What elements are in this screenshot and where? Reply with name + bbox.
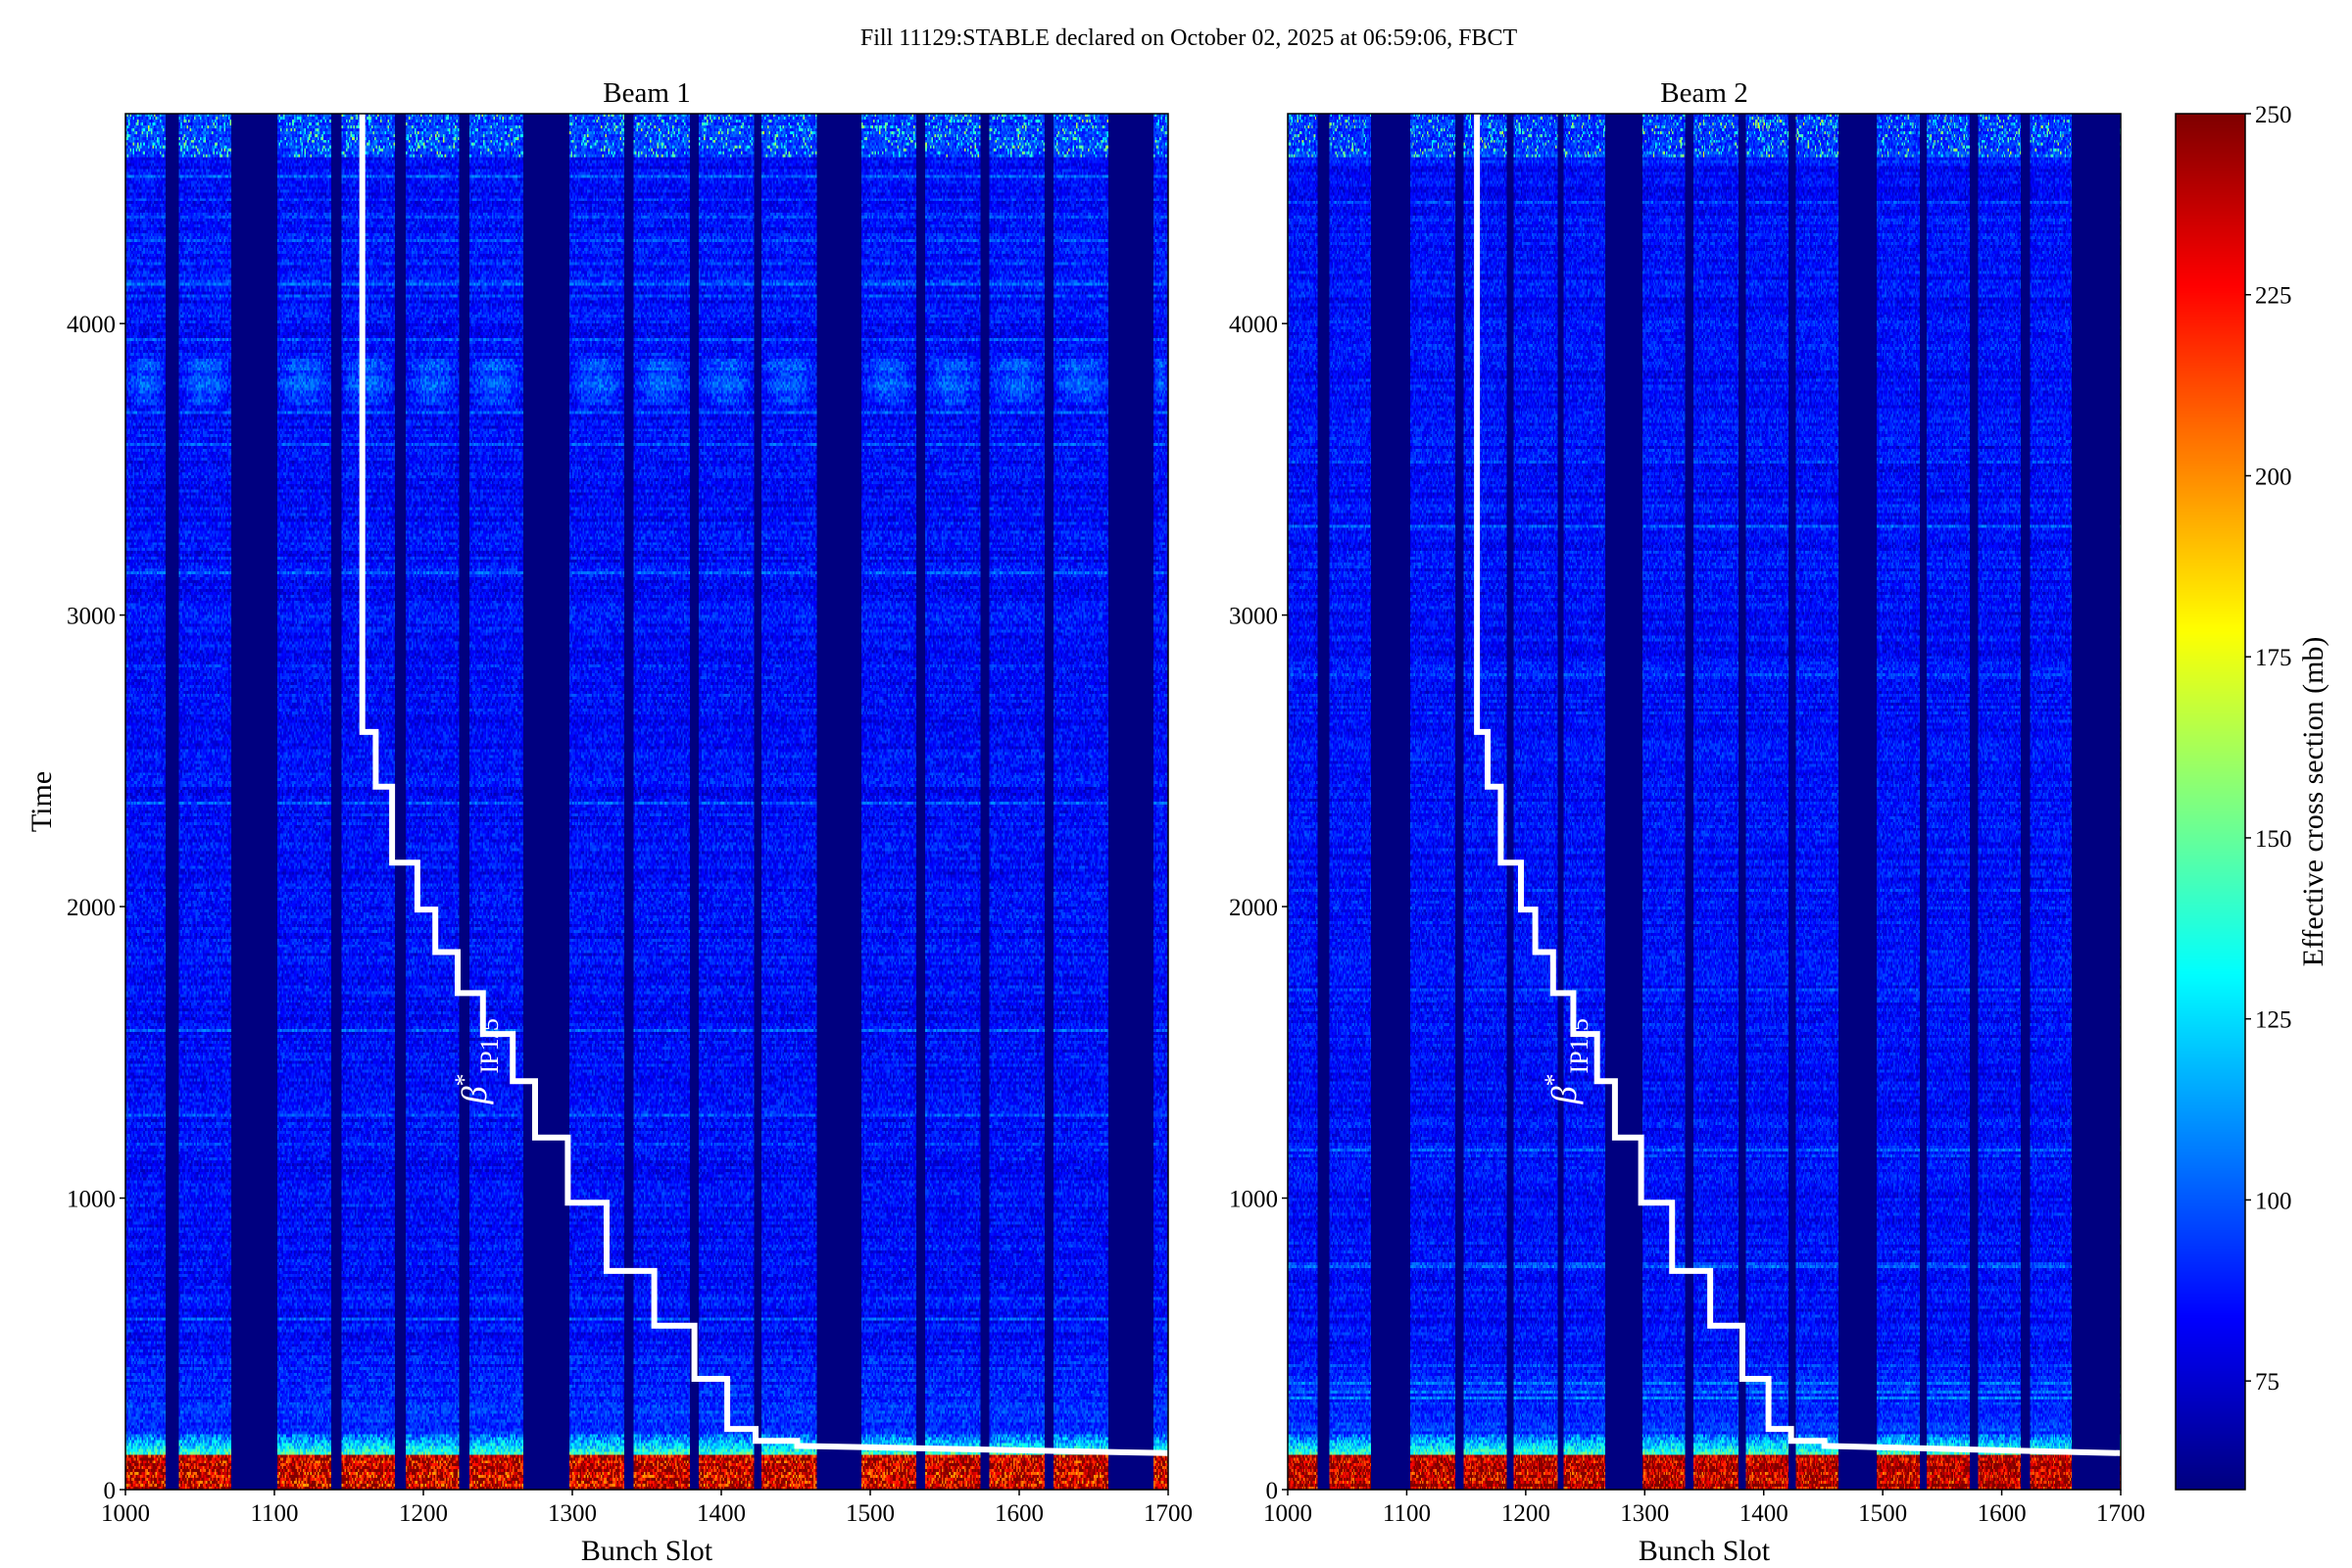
x-axis-label: Bunch Slot (581, 1535, 713, 1567)
axes-frame (124, 113, 1169, 1491)
beta-subscript: IP1/5 (1565, 1018, 1593, 1073)
y-tick-label: 3000 (67, 604, 116, 630)
x-tick-label: 1600 (995, 1500, 1044, 1527)
x-tick-label: 1200 (399, 1500, 448, 1527)
x-tick-label: 1300 (548, 1500, 597, 1527)
x-tick-label: 1300 (1620, 1500, 1669, 1527)
beta-superscript: * (450, 1073, 478, 1086)
x-tick-label: 1100 (1383, 1500, 1431, 1527)
colorbar-tick-label: 175 (2255, 645, 2292, 671)
x-tick-label: 1600 (1978, 1500, 2027, 1527)
colorbar-tick-label: 75 (2255, 1369, 2279, 1396)
colorbar-label: Effective cross section (mb) (2297, 637, 2329, 967)
beta-symbol: β (455, 1086, 494, 1104)
x-tick-label: 1000 (1263, 1500, 1312, 1527)
y-tick-label: 2000 (67, 895, 116, 921)
x-tick-label: 1700 (1144, 1500, 1193, 1527)
x-tick-label: 1100 (250, 1500, 298, 1527)
x-tick-label: 1200 (1501, 1500, 1550, 1527)
y-tick-label: 4000 (1229, 312, 1278, 338)
x-tick-label: 1500 (846, 1500, 895, 1527)
beta-symbol: β (1544, 1086, 1584, 1104)
x-tick-label: 1400 (697, 1500, 746, 1527)
beam1-heatmap (125, 114, 1168, 1490)
axes-frame (1287, 113, 2122, 1491)
beta-star-annotation: β*IP1/5 (1540, 1018, 1593, 1104)
colorbar-tick-label: 100 (2255, 1188, 2292, 1214)
beam2-heatmap (1288, 114, 2121, 1490)
beta-subscript: IP1/5 (475, 1018, 504, 1073)
figure-title: Fill 11129:STABLE declared on October 02… (859, 25, 1518, 51)
y-tick-label: 4000 (67, 312, 116, 338)
colorbar-tick-label: 200 (2255, 464, 2292, 490)
y-tick-label: 3000 (1229, 604, 1278, 630)
y-tick-label: 2000 (1229, 895, 1278, 921)
y-tick-label: 0 (1266, 1478, 1279, 1504)
x-tick-label: 1400 (1740, 1500, 1788, 1527)
beta-star-line (359, 114, 1169, 1456)
y-axis-label: Time (25, 771, 58, 832)
beta-superscript: * (1540, 1073, 1568, 1086)
y-tick-label: 1000 (67, 1187, 116, 1213)
colorbar-tick-label: 250 (2255, 102, 2292, 128)
colorbar-frame (2175, 113, 2246, 1491)
beta-star-line (1474, 114, 2122, 1456)
colorbar-tick-label: 150 (2255, 826, 2292, 853)
x-tick-label: 1700 (2096, 1500, 2145, 1527)
panel-title: Beam 1 (603, 77, 690, 109)
x-tick-label: 1000 (101, 1500, 150, 1527)
colorbar-gradient (2176, 114, 2245, 1490)
colorbar-tick-label: 125 (2255, 1007, 2292, 1034)
y-tick-label: 0 (104, 1478, 117, 1504)
x-axis-label: Bunch Slot (1639, 1535, 1771, 1567)
beta-star-annotation: β*IP1/5 (450, 1018, 504, 1104)
x-tick-label: 1500 (1858, 1500, 1907, 1527)
y-tick-label: 1000 (1229, 1187, 1278, 1213)
colorbar-tick-label: 225 (2255, 283, 2292, 310)
panel-title: Beam 2 (1660, 77, 1747, 109)
